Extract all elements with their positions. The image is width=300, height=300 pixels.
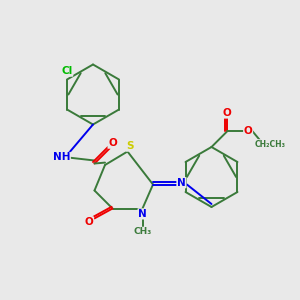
Text: S: S — [126, 141, 134, 151]
Text: O: O — [223, 108, 232, 118]
Text: O: O — [85, 217, 94, 227]
Text: N: N — [138, 209, 147, 219]
Text: NH: NH — [53, 152, 70, 163]
Text: O: O — [108, 138, 117, 148]
Text: CH₂CH₃: CH₂CH₃ — [255, 140, 286, 148]
Text: CH₃: CH₃ — [134, 227, 152, 236]
Text: Cl: Cl — [61, 66, 73, 76]
Text: O: O — [244, 126, 253, 136]
Text: N: N — [177, 178, 186, 188]
